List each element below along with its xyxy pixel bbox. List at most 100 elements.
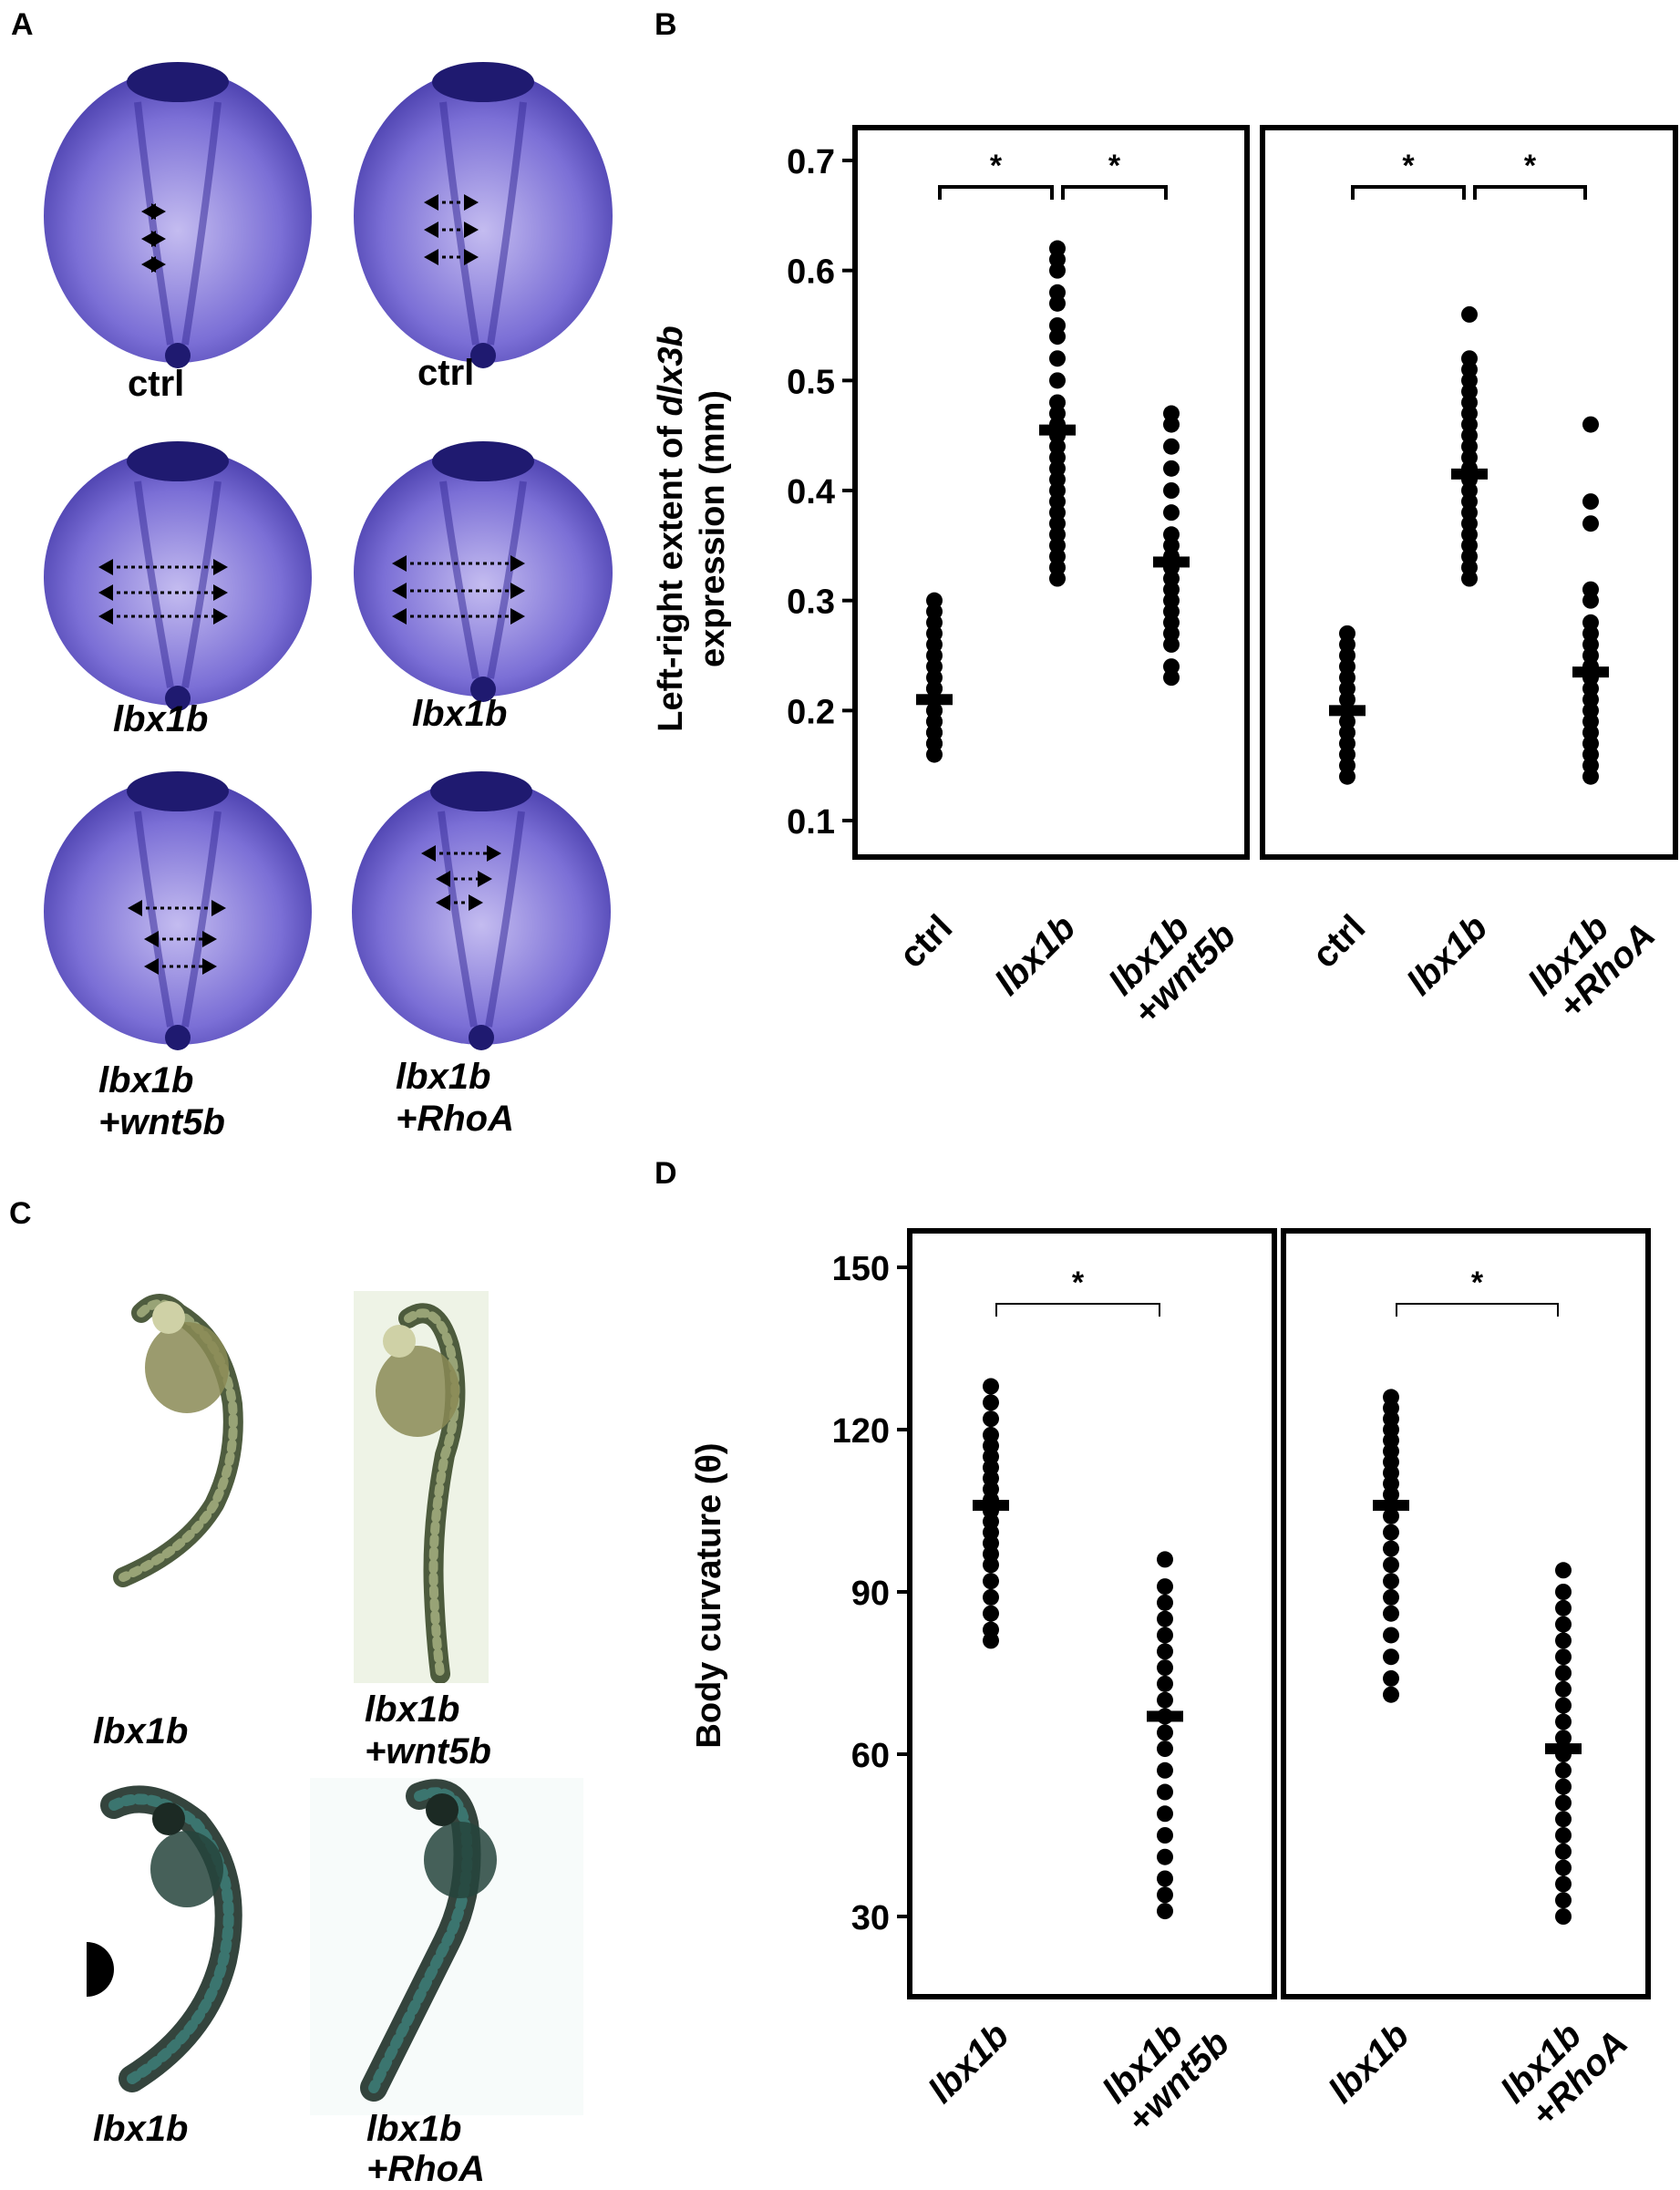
data-point bbox=[1157, 1741, 1173, 1758]
significance-bracket: * bbox=[1351, 149, 1466, 200]
data-point bbox=[1555, 1632, 1572, 1649]
larva-caption-2-line1: lbx1b bbox=[365, 1689, 460, 1730]
data-point bbox=[1157, 1627, 1173, 1644]
y-tick-label: 120 bbox=[832, 1412, 890, 1451]
embryo-caption-6-line2: +RhoA bbox=[396, 1099, 514, 1139]
data-point bbox=[983, 1378, 999, 1395]
data-point bbox=[983, 1605, 999, 1622]
y-tick-label: 0.3 bbox=[787, 584, 835, 622]
x-category-label: ctrl bbox=[1304, 907, 1373, 976]
data-point bbox=[1555, 1761, 1572, 1779]
embryo-caption-4: lbx1b bbox=[412, 694, 508, 734]
data-point bbox=[1383, 1686, 1399, 1703]
group-1 bbox=[916, 592, 953, 763]
data-point bbox=[1555, 1892, 1572, 1909]
embryo-image-4 bbox=[346, 436, 620, 718]
y-tick-label: 0.2 bbox=[787, 693, 835, 731]
embryo-caption-5-line1: lbx1b bbox=[98, 1060, 194, 1100]
data-point bbox=[1049, 317, 1066, 334]
group-3 bbox=[1153, 405, 1190, 687]
data-point bbox=[1383, 1648, 1399, 1666]
embryo-image-1 bbox=[36, 57, 319, 385]
data-point bbox=[1157, 1643, 1173, 1660]
significance-bracket: * bbox=[1473, 149, 1587, 200]
data-point bbox=[1383, 1627, 1399, 1644]
data-point bbox=[1163, 482, 1180, 499]
data-point bbox=[1461, 350, 1478, 367]
embryo-image-2 bbox=[346, 57, 620, 385]
double-arrow-icon bbox=[141, 203, 166, 220]
double-arrow-icon bbox=[144, 931, 217, 947]
data-point bbox=[1339, 625, 1355, 642]
x-category-label: lbx1b+wnt5b bbox=[1098, 888, 1243, 1033]
data-point bbox=[983, 1588, 999, 1606]
data-point bbox=[983, 1573, 999, 1590]
y-tick-label: 150 bbox=[832, 1250, 890, 1288]
mean-bar bbox=[1329, 705, 1366, 717]
x-category-label: lbx1b+RhoA bbox=[1493, 1996, 1635, 2138]
double-arrow-icon bbox=[98, 584, 228, 601]
double-arrow-icon bbox=[436, 894, 483, 911]
mean-bar bbox=[1153, 556, 1190, 568]
data-point bbox=[1157, 1659, 1173, 1677]
data-point bbox=[1157, 1594, 1173, 1611]
data-point bbox=[1049, 240, 1066, 257]
larva-caption-4-line2: +RhoA bbox=[366, 2149, 485, 2189]
data-point bbox=[1555, 1908, 1572, 1925]
data-point bbox=[1383, 1556, 1399, 1574]
data-point bbox=[1049, 394, 1066, 411]
data-point bbox=[983, 1621, 999, 1638]
x-category-label: lbx1b+RhoA bbox=[1520, 888, 1663, 1030]
significance-bracket: * bbox=[995, 1265, 1160, 1317]
data-point bbox=[1163, 658, 1180, 676]
data-point bbox=[1157, 1903, 1173, 1920]
data-point bbox=[1555, 1827, 1572, 1844]
double-arrow-icon bbox=[98, 608, 228, 625]
double-arrow-icon bbox=[392, 608, 525, 625]
larva-caption-1: lbx1b bbox=[93, 1711, 189, 1751]
y-tick-label: 0.4 bbox=[787, 473, 835, 511]
panel-letter-a: A bbox=[11, 7, 34, 42]
data-point bbox=[1555, 1875, 1572, 1893]
data-point bbox=[1163, 526, 1180, 543]
data-point bbox=[1555, 1730, 1572, 1747]
y-tick-label: 0.6 bbox=[787, 253, 835, 292]
embryo-caption-5-line2: +wnt5b bbox=[98, 1102, 225, 1142]
data-point bbox=[1383, 1669, 1399, 1687]
data-point bbox=[1157, 1848, 1173, 1865]
mean-bar bbox=[1039, 424, 1076, 436]
data-point bbox=[1157, 1805, 1173, 1823]
data-point bbox=[1582, 493, 1599, 511]
x-category-label: lbx1b bbox=[1321, 2015, 1417, 2111]
data-point bbox=[1383, 1588, 1399, 1606]
data-point bbox=[1163, 438, 1180, 455]
data-point bbox=[1157, 1827, 1173, 1844]
significance-star: * bbox=[1108, 149, 1121, 183]
significance-bracket: * bbox=[1396, 1265, 1559, 1317]
data-point bbox=[1383, 1389, 1399, 1406]
data-point bbox=[1383, 1524, 1399, 1541]
data-point bbox=[1157, 1870, 1173, 1887]
plot-frame-2 bbox=[1281, 1228, 1651, 1999]
double-arrow-icon bbox=[128, 900, 226, 916]
data-point bbox=[983, 1394, 999, 1411]
significance-bracket: * bbox=[938, 149, 1054, 200]
embryo-image-5 bbox=[36, 766, 319, 1067]
x-category-label: lbx1b bbox=[921, 2015, 1016, 2111]
x-category-label: lbx1b+wnt5b bbox=[1092, 1996, 1237, 2141]
data-point bbox=[983, 1426, 999, 1443]
y-tick-label: 0.1 bbox=[787, 803, 835, 842]
data-point bbox=[926, 592, 943, 609]
data-point bbox=[1555, 1665, 1572, 1681]
data-point bbox=[1157, 1886, 1173, 1904]
data-point bbox=[1461, 305, 1478, 323]
larva-caption-3: lbx1b bbox=[93, 2109, 189, 2149]
larva-image-3 bbox=[87, 1778, 305, 2115]
group-2 bbox=[1147, 1551, 1183, 1920]
mean-bar bbox=[1373, 1500, 1409, 1512]
y-tick-label: 30 bbox=[851, 1899, 890, 1937]
mean-bar bbox=[1147, 1710, 1183, 1722]
larva-caption-2-line2: +wnt5b bbox=[365, 1731, 491, 1772]
data-point bbox=[1163, 504, 1180, 522]
data-point bbox=[1157, 1578, 1173, 1596]
